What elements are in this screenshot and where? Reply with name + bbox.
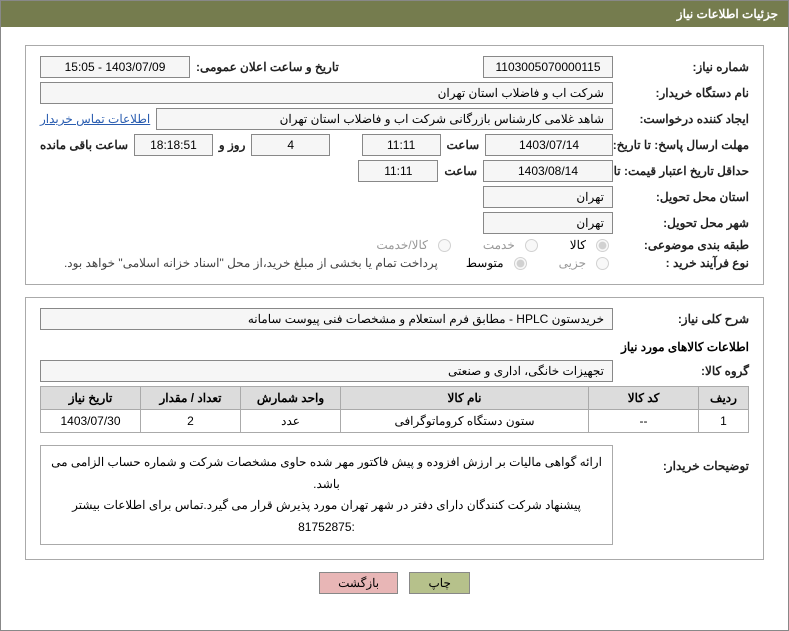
group-label: گروه کالا: [619,364,749,378]
td-date: 1403/07/30 [41,410,141,433]
th-row: ردیف [699,387,749,410]
process-label: نوع فرآیند خرید : [619,256,749,270]
validity-label: حداقل تاریخ اعتبار قیمت: تا تاریخ: [619,164,749,178]
form-container: جزئیات اطلاعات نیاز AriaTender.net شماره… [0,0,789,631]
radio-goods [596,239,609,252]
th-date: تاریخ نیاز [41,387,141,410]
page-title: جزئیات اطلاعات نیاز [677,7,778,21]
buyer-desc-box: ارائه گواهی مالیات بر ارزش افزوده و پیش … [40,445,613,545]
td-row: 1 [699,410,749,433]
td-qty: 2 [141,410,241,433]
need-no-value: 1103005070000115 [483,56,613,78]
requester-value: شاهد غلامی کارشناس بازرگانی شرکت اب و فا… [156,108,613,130]
radio-service [525,239,538,252]
buyer-org-label: نام دستگاه خریدار: [619,86,749,100]
th-name: نام کالا [341,387,589,410]
buyer-org-value: شرکت اب و فاضلاب استان تهران [40,82,613,104]
city-value: تهران [483,212,613,234]
announce-value: 1403/07/09 - 15:05 [40,56,190,78]
table-header-row: ردیف کد کالا نام کالا واحد شمارش تعداد /… [41,387,749,410]
remain-label: ساعت باقی مانده [40,138,128,152]
time-label-1: ساعت [447,138,480,152]
cat-both-label: کالا/خدمت [376,238,427,252]
td-code: -- [589,410,699,433]
back-button[interactable]: بازگشت [319,572,398,594]
buyer-contact-link[interactable]: اطلاعات تماس خریدار [40,112,150,126]
print-button[interactable]: چاپ [409,572,469,594]
deadline-date: 1403/07/14 [485,134,613,156]
td-name: ستون دستگاه کروماتوگرافی [341,410,589,433]
deadline-time: 11:11 [362,134,441,156]
time-label-2: ساعت [444,164,477,178]
process-note: پرداخت تمام یا بخشی از مبلغ خرید،از محل … [64,256,438,270]
validity-time: 11:11 [358,160,438,182]
td-unit: عدد [241,410,341,433]
table-row: 1 -- ستون دستگاه کروماتوگرافی عدد 2 1403… [41,410,749,433]
th-unit: واحد شمارش [241,387,341,410]
buyer-desc-label: توضیحات خریدار: [619,441,749,473]
radio-both [438,239,451,252]
th-code: کد کالا [589,387,699,410]
summary-label: شرح کلی نیاز: [619,312,749,326]
time-remaining: 18:18:51 [134,134,213,156]
days-and-label: روز و [219,138,246,152]
announce-label: تاریخ و ساعت اعلان عمومی: [196,60,339,74]
buyer-desc-line2: پیشنهاد شرکت کنندگان دارای دفتر در شهر ت… [51,495,602,538]
group-value: تجهیزات خانگی، اداری و صنعتی [40,360,613,382]
province-label: استان محل تحویل: [619,190,749,204]
page-header: جزئیات اطلاعات نیاز [1,1,788,27]
proc-partial-label: جزیی [559,256,586,270]
goods-table: ردیف کد کالا نام کالا واحد شمارش تعداد /… [40,386,749,433]
need-no-label: شماره نیاز: [619,60,749,74]
goods-section-title: اطلاعات کالاهای مورد نیاز [40,340,749,354]
radio-partial [596,257,609,270]
buyer-desc-line1: ارائه گواهی مالیات بر ارزش افزوده و پیش … [51,452,602,495]
summary-value: خریدستون HPLC - مطابق فرم استعلام و مشخص… [40,308,613,330]
deadline-label: مهلت ارسال پاسخ: تا تاریخ: [619,138,749,152]
radio-medium [514,257,527,270]
category-label: طبقه بندی موضوعی: [619,238,749,252]
validity-date: 1403/08/14 [483,160,613,182]
cat-goods-label: کالا [570,238,586,252]
province-value: تهران [483,186,613,208]
cat-service-label: خدمت [483,238,515,252]
requester-label: ایجاد کننده درخواست: [619,112,749,126]
proc-medium-label: متوسط [466,256,504,270]
th-qty: تعداد / مقدار [141,387,241,410]
days-remaining: 4 [251,134,330,156]
city-label: شهر محل تحویل: [619,216,749,230]
